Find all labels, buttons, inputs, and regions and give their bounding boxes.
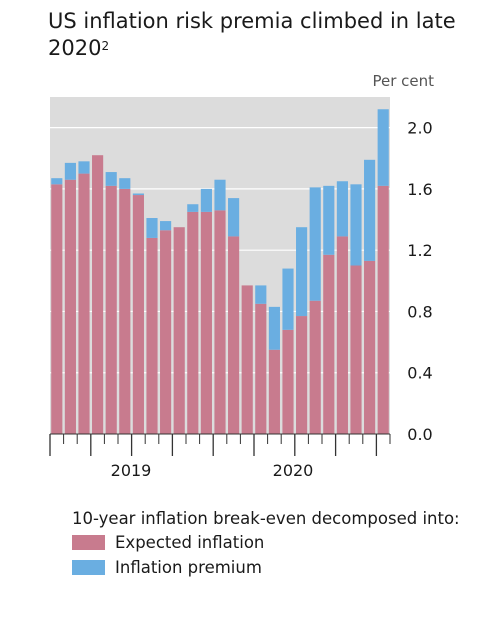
bar-inflation-premium (51, 178, 63, 185)
bar-expected-inflation (336, 236, 348, 434)
bar-expected-inflation (323, 254, 335, 434)
bar-expected-inflation (160, 230, 172, 434)
bar-inflation-premium (146, 218, 158, 238)
bar-expected-inflation (132, 195, 144, 434)
bar-expected-inflation (255, 303, 267, 434)
bar-expected-inflation (282, 329, 294, 434)
bar-expected-inflation (119, 188, 131, 434)
bar-inflation-premium (336, 181, 348, 237)
bar-expected-inflation (92, 155, 104, 434)
bar-inflation-premium (119, 178, 131, 189)
bar-inflation-premium (268, 306, 280, 350)
bar-expected-inflation (78, 173, 90, 434)
legend-item-expected: Expected inflation (72, 530, 460, 554)
bar-expected-inflation (268, 349, 280, 434)
bar-inflation-premium (255, 285, 267, 304)
chart-title-text: US inflation risk premia climbed in late… (48, 9, 456, 60)
y-tick-label: 1.6 (407, 180, 432, 199)
bar-inflation-premium (64, 162, 76, 180)
y-tick-label: 1.2 (407, 241, 432, 260)
legend-heading: 10-year inflation break-even decomposed … (72, 509, 460, 528)
bar-expected-inflation (377, 185, 389, 434)
bar-expected-inflation (146, 237, 158, 434)
chart-title: US inflation risk premia climbed in late… (48, 8, 468, 62)
legend-item-premium: Inflation premium (72, 555, 460, 579)
bar-inflation-premium (187, 204, 199, 212)
bar-expected-inflation (296, 316, 308, 434)
bar-expected-inflation (364, 260, 376, 434)
bar-inflation-premium (78, 161, 90, 174)
y-tick-label: 2.0 (407, 119, 432, 138)
bar-inflation-premium (228, 198, 240, 237)
bar-inflation-premium (282, 268, 294, 330)
title-footnote: 2 (101, 39, 110, 53)
bar-inflation-premium (323, 185, 335, 255)
legend-swatch-expected (72, 534, 105, 550)
y-tick-label: 0.4 (407, 364, 432, 383)
legend: 10-year inflation break-even decomposed … (72, 508, 460, 579)
bar-expected-inflation (200, 211, 212, 434)
bar-inflation-premium (350, 184, 362, 266)
legend-swatch-premium (72, 559, 105, 575)
bar-expected-inflation (309, 300, 321, 434)
bar-inflation-premium (364, 159, 376, 261)
bar-inflation-premium (200, 188, 212, 212)
bar-expected-inflation (350, 265, 362, 434)
x-tick-label: 2019 (111, 461, 152, 480)
unit-label: Per cent (372, 72, 434, 90)
y-tick-label: 0.0 (407, 425, 432, 444)
bar-expected-inflation (187, 211, 199, 434)
legend-label-premium: Inflation premium (115, 557, 262, 577)
y-tick-label: 0.8 (407, 302, 432, 321)
bar-expected-inflation (228, 236, 240, 434)
bar-inflation-premium (160, 221, 172, 231)
bar-expected-inflation (105, 185, 117, 434)
bar-inflation-premium (214, 179, 226, 211)
stacked-bar-chart: 0.0 0.4 0.8 1.2 1.6 2.0 2019 2020 (49, 97, 433, 480)
bar-expected-inflation (51, 184, 63, 434)
bar-inflation-premium (309, 187, 321, 301)
bar-inflation-premium (132, 193, 144, 196)
bar-expected-inflation (173, 227, 185, 434)
bar-inflation-premium (296, 227, 308, 317)
legend-label-expected: Expected inflation (115, 532, 265, 552)
bar-inflation-premium (105, 172, 117, 186)
bar-expected-inflation (241, 285, 253, 434)
bar-inflation-premium (377, 109, 389, 186)
x-tick-label: 2020 (273, 461, 314, 480)
bar-expected-inflation (64, 179, 76, 434)
bar-expected-inflation (214, 210, 226, 434)
